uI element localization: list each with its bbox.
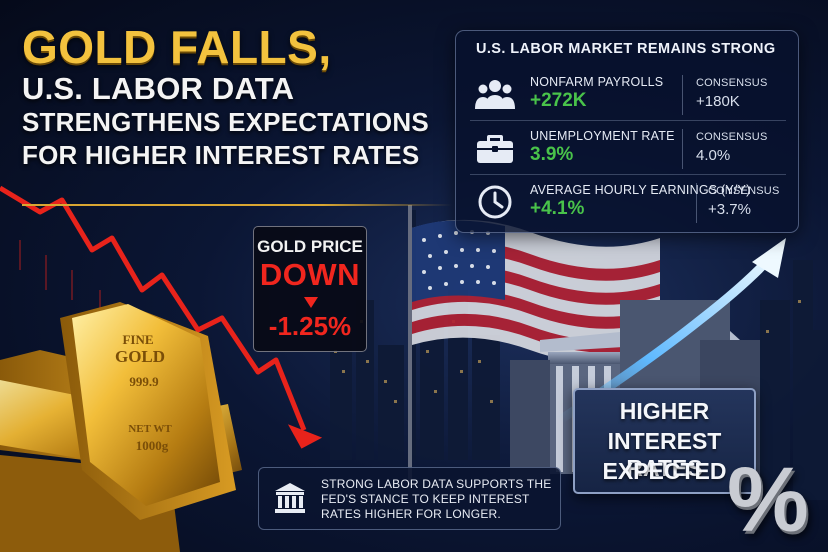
gold-price-direction: DOWN bbox=[259, 257, 361, 292]
rates-sign-line-2: INTEREST RATES bbox=[607, 428, 722, 481]
bank-icon bbox=[275, 483, 305, 513]
higher-rates-sign: HIGHER INTEREST RATES EXPECTED bbox=[573, 388, 756, 494]
gold-price-box: GOLD PRICE DOWN -1.25% bbox=[253, 226, 367, 352]
gold-price-label: GOLD PRICE bbox=[257, 237, 363, 256]
consensus-label: CONSENSUS bbox=[708, 185, 780, 197]
row-average-hourly-earnings: AVERAGE HOURLY EARNINGS (Y/Y) +4.1% CONS… bbox=[456, 177, 800, 229]
consensus-value: 4.0% bbox=[696, 147, 731, 164]
row-label: UNEMPLOYMENT RATE bbox=[530, 129, 675, 143]
gold-bar-stamp-line-4: NET WT bbox=[128, 423, 172, 435]
headline-divider bbox=[22, 204, 452, 206]
row-nonfarm-payrolls: NONFARM PAYROLLS +272K CONSENSUS +180K bbox=[456, 69, 800, 121]
row-label: NONFARM PAYROLLS bbox=[530, 75, 664, 89]
row-value: +4.1% bbox=[530, 198, 585, 219]
row-value: +272K bbox=[530, 90, 587, 111]
panel-title: U.S. LABOR MARKET REMAINS STRONG bbox=[476, 41, 776, 57]
headline-line-1: GOLD FALLS, bbox=[22, 21, 332, 73]
row-unemployment-rate: UNEMPLOYMENT RATE 3.9% CONSENSUS 4.0% bbox=[456, 123, 800, 175]
row-separator bbox=[682, 75, 683, 115]
row-divider bbox=[470, 174, 786, 175]
row-separator bbox=[696, 183, 697, 223]
clock-icon bbox=[478, 185, 512, 219]
down-triangle-icon bbox=[304, 297, 318, 308]
gold-bar-stamp: FINE GOLD 999.9 NET WT 1000g bbox=[115, 332, 172, 453]
rates-sign-line-1: HIGHER bbox=[619, 398, 710, 424]
labor-market-panel: U.S. LABOR MARKET REMAINS STRONG NONFARM… bbox=[455, 30, 799, 233]
gold-bar-stamp-line-2: GOLD bbox=[115, 347, 165, 366]
gold-bar-stamp-line-3: 999.9 bbox=[129, 374, 159, 389]
gold-price-change: -1.25% bbox=[268, 311, 352, 341]
headline-line-4: FOR HIGHER INTEREST RATES bbox=[22, 140, 420, 170]
american-flag bbox=[408, 205, 660, 485]
row-separator bbox=[682, 129, 683, 169]
gold-bar-stamp-line-1: FINE bbox=[122, 332, 153, 347]
fed-note-box: STRONG LABOR DATA SUPPORTS THE FED'S STA… bbox=[258, 467, 561, 530]
consensus-value: +180K bbox=[696, 93, 740, 110]
row-label: AVERAGE HOURLY EARNINGS (Y/Y) bbox=[530, 183, 751, 197]
consensus-label: CONSENSUS bbox=[696, 131, 768, 143]
consensus-value: +3.7% bbox=[708, 201, 751, 218]
percent-symbol: % bbox=[727, 449, 809, 551]
headline-line-2: U.S. LABOR DATA bbox=[22, 71, 295, 106]
rates-sign-line-3: EXPECTED bbox=[602, 458, 727, 484]
consensus-label: CONSENSUS bbox=[696, 77, 768, 89]
gold-bars bbox=[0, 302, 242, 552]
row-value: 3.9% bbox=[530, 144, 574, 165]
gold-bar-stamp-line-5: 1000g bbox=[136, 438, 169, 453]
row-divider bbox=[470, 120, 786, 121]
briefcase-icon bbox=[477, 135, 513, 163]
headline: GOLD FALLS, U.S. LABOR DATA STRENGTHENS … bbox=[22, 22, 452, 172]
fed-note-text: STRONG LABOR DATA SUPPORTS THE FED'S STA… bbox=[321, 477, 552, 521]
headline-line-3: STRENGTHENS EXPECTATIONS bbox=[22, 107, 429, 137]
people-icon bbox=[475, 80, 515, 109]
